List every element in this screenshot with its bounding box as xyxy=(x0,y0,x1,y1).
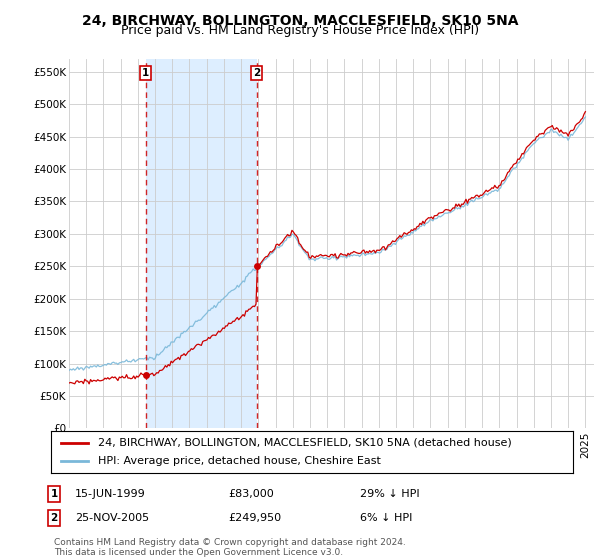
Text: Price paid vs. HM Land Registry's House Price Index (HPI): Price paid vs. HM Land Registry's House … xyxy=(121,24,479,37)
Text: 25-NOV-2005: 25-NOV-2005 xyxy=(75,513,149,523)
Text: 2: 2 xyxy=(50,513,58,523)
Text: 6% ↓ HPI: 6% ↓ HPI xyxy=(360,513,412,523)
Text: 15-JUN-1999: 15-JUN-1999 xyxy=(75,489,146,499)
Text: 24, BIRCHWAY, BOLLINGTON, MACCLESFIELD, SK10 5NA: 24, BIRCHWAY, BOLLINGTON, MACCLESFIELD, … xyxy=(82,14,518,28)
Text: 1: 1 xyxy=(50,489,58,499)
Text: 24, BIRCHWAY, BOLLINGTON, MACCLESFIELD, SK10 5NA (detached house): 24, BIRCHWAY, BOLLINGTON, MACCLESFIELD, … xyxy=(98,438,512,448)
Text: 2: 2 xyxy=(253,68,260,78)
Text: 29% ↓ HPI: 29% ↓ HPI xyxy=(360,489,419,499)
Text: £249,950: £249,950 xyxy=(228,513,281,523)
Text: HPI: Average price, detached house, Cheshire East: HPI: Average price, detached house, Ches… xyxy=(98,456,381,466)
Text: 1: 1 xyxy=(142,68,149,78)
Text: £83,000: £83,000 xyxy=(228,489,274,499)
Text: Contains HM Land Registry data © Crown copyright and database right 2024.
This d: Contains HM Land Registry data © Crown c… xyxy=(54,538,406,557)
Bar xyxy=(146,59,257,428)
